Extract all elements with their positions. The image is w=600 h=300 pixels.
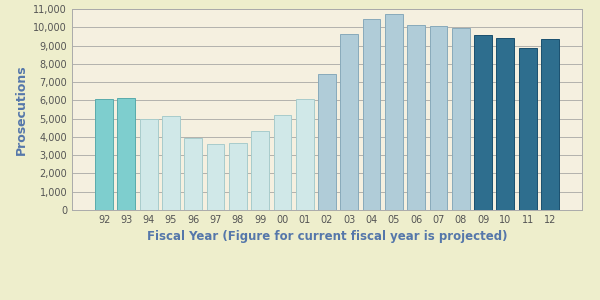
X-axis label: Fiscal Year (Figure for current fiscal year is projected): Fiscal Year (Figure for current fiscal y…: [147, 230, 507, 243]
Bar: [296, 99, 314, 210]
Bar: [430, 26, 448, 210]
Bar: [385, 14, 403, 210]
Bar: [496, 38, 514, 210]
Bar: [518, 48, 536, 210]
Bar: [95, 98, 113, 210]
Bar: [229, 143, 247, 210]
Bar: [140, 118, 158, 210]
Bar: [162, 116, 180, 210]
Y-axis label: Prosecutions: Prosecutions: [15, 64, 28, 155]
Bar: [184, 138, 202, 210]
Bar: [362, 19, 380, 210]
Bar: [118, 98, 136, 210]
Bar: [274, 115, 292, 210]
Bar: [318, 74, 336, 210]
Bar: [340, 34, 358, 210]
Bar: [474, 34, 492, 210]
Bar: [541, 39, 559, 210]
Bar: [206, 144, 224, 210]
Bar: [251, 130, 269, 210]
Bar: [452, 28, 470, 210]
Bar: [407, 25, 425, 210]
